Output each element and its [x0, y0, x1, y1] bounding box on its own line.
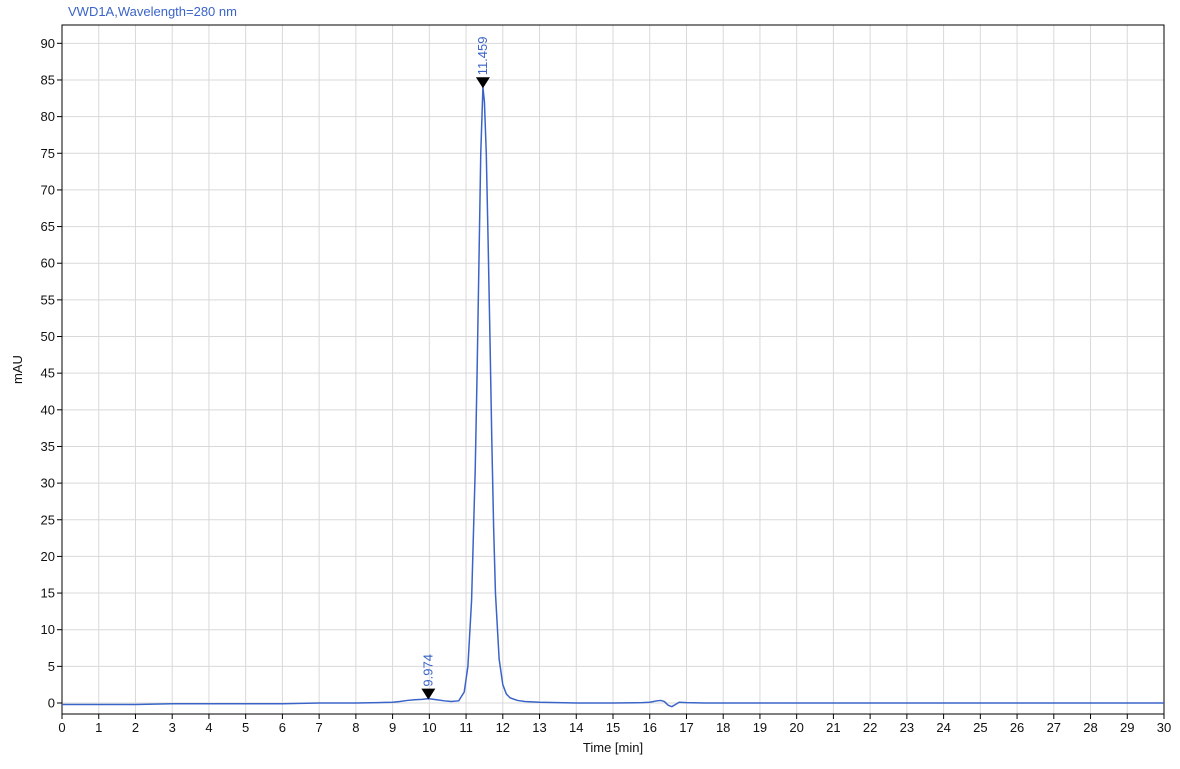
x-tick-label: 6: [279, 720, 286, 735]
y-tick-label: 0: [48, 696, 55, 711]
y-tick-label: 70: [41, 182, 55, 197]
x-tick-label: 5: [242, 720, 249, 735]
x-axis-title: Time [min]: [583, 740, 643, 755]
y-tick-label: 85: [41, 72, 55, 87]
y-tick-label: 10: [41, 622, 55, 637]
peak-marker: [475, 77, 490, 89]
x-tick-label: 18: [716, 720, 730, 735]
x-tick-label: 23: [900, 720, 914, 735]
x-tick-label: 26: [1010, 720, 1024, 735]
x-tick-label: 19: [753, 720, 767, 735]
x-tick-label: 30: [1157, 720, 1171, 735]
peak-label: 11.459: [475, 37, 490, 76]
x-tick-label: 16: [642, 720, 656, 735]
x-tick-label: 29: [1120, 720, 1134, 735]
y-tick-label: 75: [41, 146, 55, 161]
y-tick-label: 30: [41, 476, 55, 491]
y-tick-label: 15: [41, 586, 55, 601]
x-tick-label: 10: [422, 720, 436, 735]
y-tick-label: 40: [41, 402, 55, 417]
x-tick-label: 20: [789, 720, 803, 735]
y-tick-label: 20: [41, 549, 55, 564]
x-tick-label: 9: [389, 720, 396, 735]
tick-layer: 0 1 2 3 4 5 6 7 8 9 10 11 12 13 14 15 16 17 18 19 20 21 22 23 24…: [41, 36, 1172, 735]
y-tick-label: 5: [48, 659, 55, 674]
x-tick-label: 25: [973, 720, 987, 735]
y-tick-label: 25: [41, 512, 55, 527]
y-tick-label: 35: [41, 439, 55, 454]
x-tick-label: 7: [316, 720, 323, 735]
x-tick-label: 12: [496, 720, 510, 735]
x-tick-label: 27: [1047, 720, 1061, 735]
chart-title: VWD1A,Wavelength=280 nm: [68, 4, 237, 19]
y-tick-label: 45: [41, 366, 55, 381]
x-tick-label: 1: [95, 720, 102, 735]
y-tick-label: 60: [41, 256, 55, 271]
y-tick-label: 80: [41, 109, 55, 124]
x-tick-label: 3: [169, 720, 176, 735]
x-tick-label: 11: [459, 720, 473, 735]
x-tick-label: 15: [606, 720, 620, 735]
grid-layer: [61, 25, 1165, 714]
x-tick-label: 17: [679, 720, 693, 735]
y-axis-title: mAU: [10, 355, 25, 384]
y-tick-label: 55: [41, 292, 55, 307]
peak-label: 9.974: [420, 654, 435, 687]
y-tick-label: 90: [41, 36, 55, 51]
x-tick-label: 21: [826, 720, 840, 735]
x-tick-label: 4: [205, 720, 212, 735]
x-tick-label: 14: [569, 720, 583, 735]
peak-marker: [421, 688, 436, 700]
x-tick-label: 24: [936, 720, 950, 735]
x-tick-label: 0: [58, 720, 65, 735]
x-tick-label: 22: [863, 720, 877, 735]
x-tick-label: 8: [352, 720, 359, 735]
x-tick-label: 2: [132, 720, 139, 735]
y-tick-label: 65: [41, 219, 55, 234]
series-line: [62, 86, 1164, 708]
peak-layer: 9.974 11.459: [420, 37, 490, 700]
y-tick-label: 50: [41, 329, 55, 344]
x-tick-label: 13: [532, 720, 546, 735]
x-tick-label: 28: [1083, 720, 1097, 735]
